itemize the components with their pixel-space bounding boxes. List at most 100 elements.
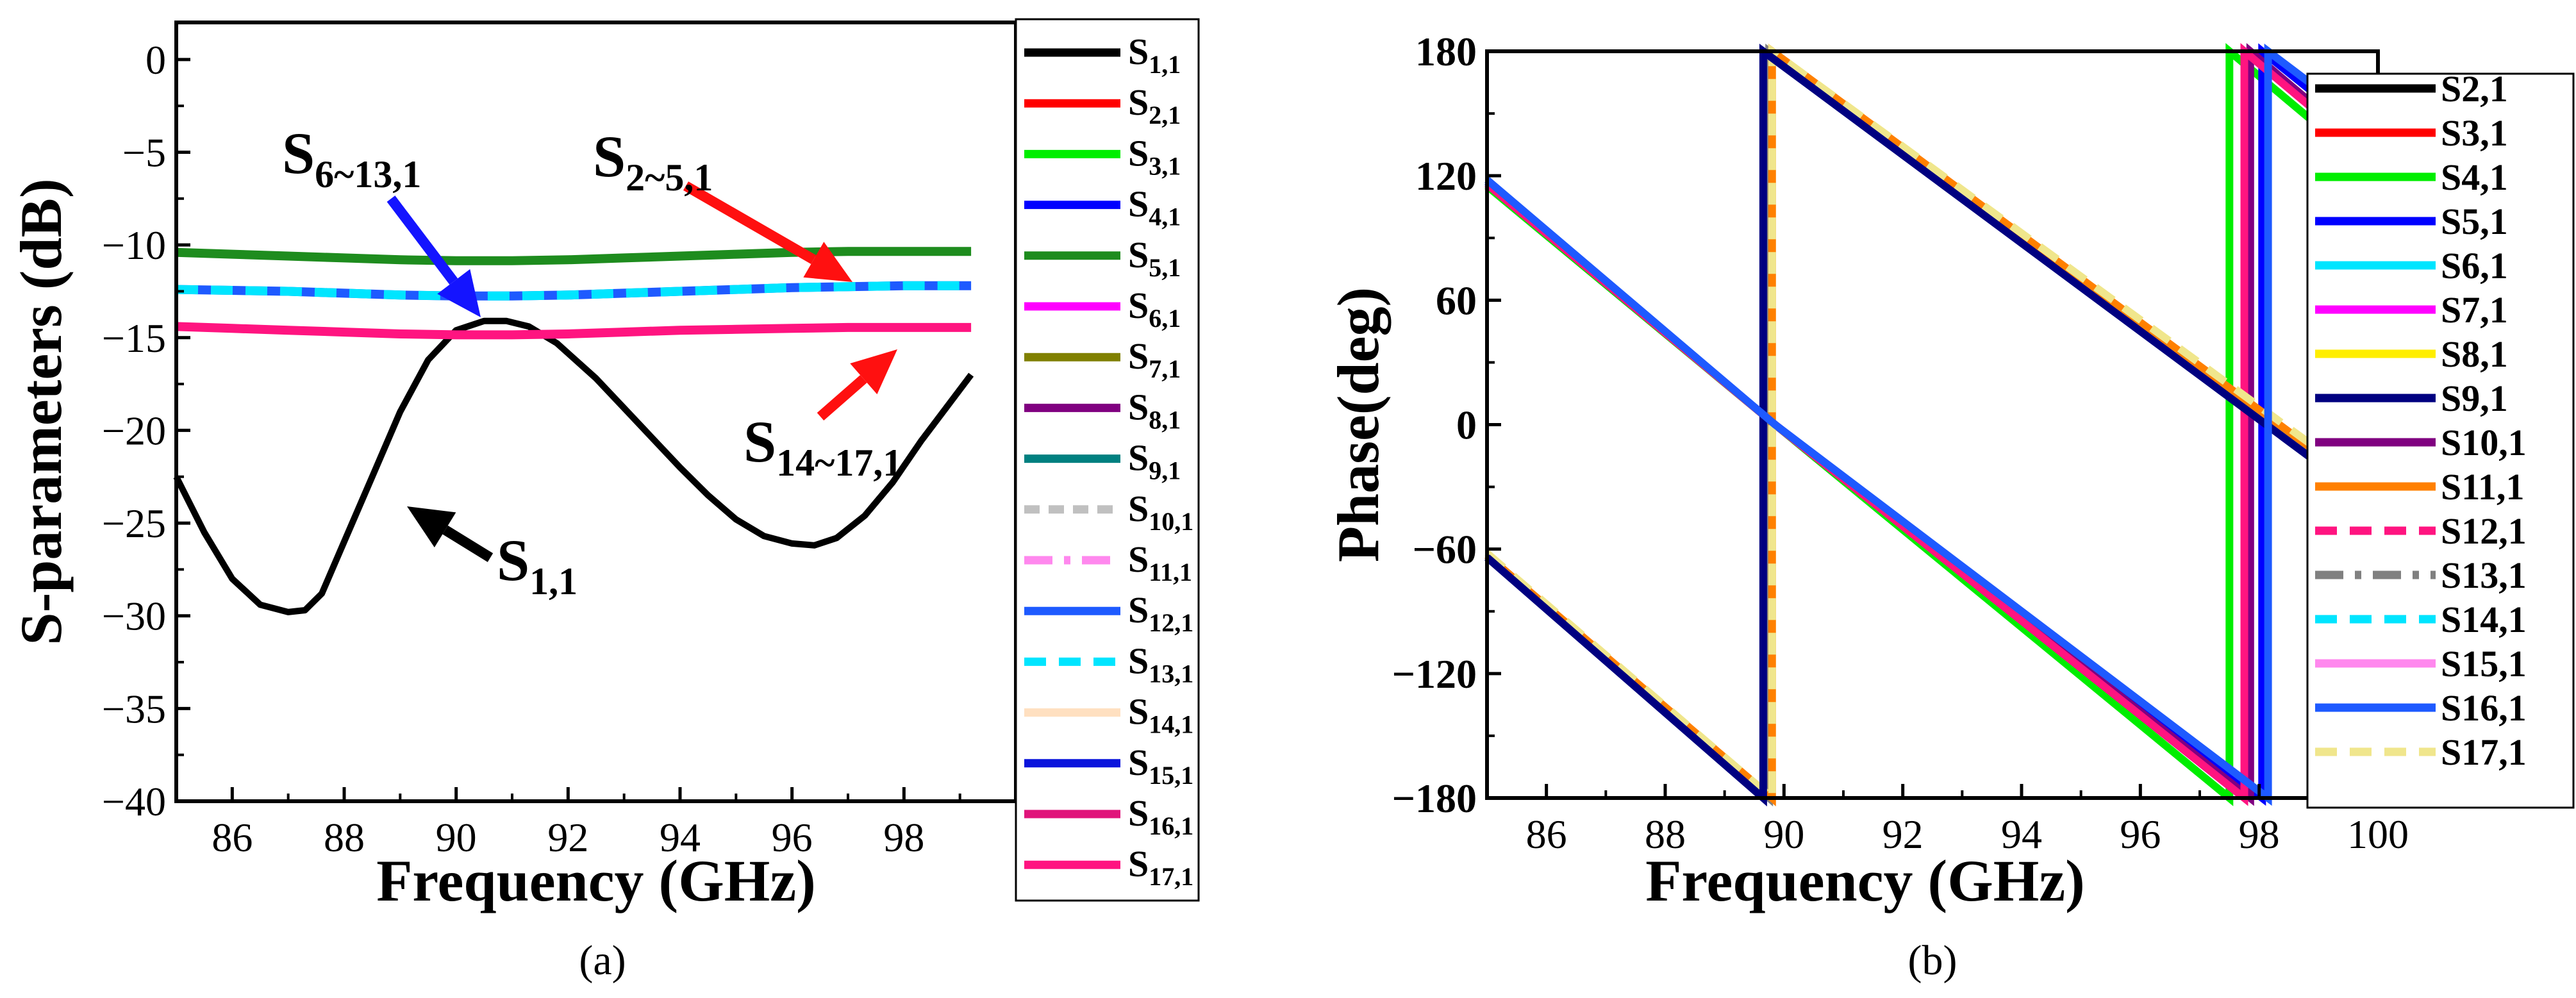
panel-a-legend-label-12: S13,1 [1128,640,1193,688]
panel-b-legend-label-12: S14,1 [2441,599,2527,640]
panel-b-axes: 86 88 90 92 94 96 98 100 180 120 60 0 −60 −120 −180 [1392,29,2409,857]
panel-a-legend-label-12-base: S [1128,640,1149,681]
panel-b-series [1484,43,2381,807]
panel-a-legend-label-6-base: S [1128,335,1149,377]
panel-a-legend-label-6: S7,1 [1128,335,1181,383]
panel-a-legend-label-3: S4,1 [1128,183,1181,231]
annotation-s2-5-label: S2~5,1 [593,124,713,199]
panel-a-legend-label-8: S9,1 [1128,437,1181,485]
panel-b-legend-label-10: S12,1 [2441,510,2527,552]
annotation-s14-17-label-base: S [744,409,776,474]
panel-b-x-tick-label-0: 86 [1526,811,1567,857]
panel-a-series-line-4 [176,322,972,340]
panel-a-legend-label-16-subscript: 17,1 [1149,862,1193,891]
panel-b-legend-label-15: S17,1 [2441,731,2527,773]
panel-a-legend-label-6-subscript: 7,1 [1149,354,1181,383]
panel-b-caption: (b) [1908,937,1957,984]
panel-a-legend-label-4: S5,1 [1128,234,1181,282]
panel-b-legend-label-8: S10,1 [2441,422,2527,463]
panel-a-series [173,247,974,615]
panel-a-legend-label-0-subscript: 1,1 [1149,50,1181,79]
panel-a-legend-label-0-base: S [1128,31,1149,72]
panel-a-series-line-1 [176,247,972,265]
annotation-arrow-s2-5-shaft [683,181,817,264]
panel-a-y-tick-label-7: −35 [102,686,166,731]
panel-a-legend-label-0: S1,1 [1128,31,1181,79]
panel-b-series-line-3 [1484,43,2381,806]
panel-a-series-line-3 [176,281,972,301]
annotation-arrow-s14-17-head [850,349,897,395]
panel-b-legend-label-6: S8,1 [2441,333,2508,375]
panel-a-legend: S1,1S2,1S3,1S4,1S5,1S6,1S7,1S8,1S9,1S10,… [1015,18,1200,902]
panel-b-legend-label-1: S3,1 [2441,112,2508,154]
panel-b-y-tick-label-4: −60 [1413,527,1477,572]
panel-a-legend-label-1: S2,1 [1128,81,1181,129]
panel-a-legend-label-15-base: S [1128,792,1149,834]
panel-a-legend-label-2: S3,1 [1128,132,1181,180]
panel-a-legend-label-9-subscript: 10,1 [1149,507,1193,536]
panel-b-legend-label-11: S13,1 [2441,554,2527,596]
panel-a-x-tick-label-3: 92 [547,815,588,860]
panel-a-x-axis-title: Frequency (GHz) [376,848,816,913]
panel-b-legend-label-2: S4,1 [2441,156,2508,198]
panel-a-legend-label-10: S11,1 [1128,538,1192,586]
panel-b-x-tick-label-2: 90 [1763,811,1804,857]
panel-a-legend-label-10-base: S [1128,538,1149,580]
panel-a-x-tick-label-0: 86 [212,815,253,860]
panel-b-y-tick-label-6: −180 [1392,776,1477,821]
annotation-arrow-s11-head [407,506,456,547]
panel-a-axes: 86 88 90 92 94 96 98 0 −5 −10 −15 −20 −25 −30 −35 −40 [102,37,961,860]
panel-a-y-tick-label-5: −25 [102,501,166,546]
annotation-arrow-s2-5-head [803,242,852,282]
panel-a-legend-label-8-base: S [1128,437,1149,479]
panel-a-legend-label-2-subscript: 3,1 [1149,151,1181,180]
panel-a-x-tick-label-5: 96 [772,815,813,860]
annotation-s6-13-label-subscript: 6~13,1 [315,153,421,195]
panel-a-legend-label-16-base: S [1128,843,1149,885]
panel-a-legend-label-9: S10,1 [1128,488,1193,536]
panel-a-legend-label-13: S14,1 [1128,691,1193,739]
panel-a-y-tick-label-0: 0 [145,37,166,83]
annotation-s11-label-base: S [497,528,529,593]
panel-b-x-tick-label-5: 96 [2120,811,2161,857]
panel-a-legend-label-14: S15,1 [1128,742,1193,790]
annotation-arrow-s6-13-shaft [386,195,458,285]
panel-a-x-tick-label-4: 94 [660,815,701,860]
panel-b-y-axis-title: Phase(deg) [1325,287,1391,562]
panel-a-legend-label-4-base: S [1128,234,1149,276]
panel-a-legend-label-13-subscript: 14,1 [1149,710,1193,739]
panel-a-y-tick-label-2: −10 [102,222,166,268]
panel-a-y-tick-label-6: −30 [102,594,166,639]
panel-a-x-tick-label-2: 90 [436,815,477,860]
panel-a-y-tick-label-8: −40 [102,779,166,824]
panel-b-series-line-7 [1484,44,2381,807]
panel-a-x-tick-label-1: 88 [324,815,365,860]
panel-a-legend-label-15-subscript: 16,1 [1149,811,1193,840]
panel-a-legend-label-2-base: S [1128,132,1149,174]
annotation-s11-label-subscript: 1,1 [529,560,578,603]
panel-b-legend-label-9: S11,1 [2441,466,2525,508]
panel-b-legend-label-14: S16,1 [2441,687,2527,729]
annotation-s6-13-label: S6~13,1 [282,121,421,195]
panel-a-legend-label-5-subscript: 6,1 [1149,304,1181,333]
panel-a-legend-label-7-subscript: 8,1 [1149,405,1181,434]
panel-b-x-axis-title: Frequency (GHz) [1645,848,2085,913]
panel-a-legend-label-10-subscript: 11,1 [1149,558,1192,586]
annotation-s11-label: S1,1 [497,528,578,603]
panel-b-legend-label-4: S6,1 [2441,245,2508,287]
panel-a-legend-label-3-base: S [1128,183,1149,225]
panel-a-legend-label-8-subscript: 9,1 [1149,456,1181,485]
panel-b-x-tick-label-7: 100 [2347,811,2409,857]
panel-a-legend-label-5-base: S [1128,285,1149,326]
panel-a-legend-label-9-base: S [1128,488,1149,529]
panel-a-legend-label-4-subscript: 5,1 [1149,253,1181,282]
panel-a-caption: (a) [579,937,626,984]
panel-a-legend-label-7-base: S [1128,386,1149,428]
annotation-s14-17-label-subscript: 14~17,1 [776,442,902,484]
panel-a-legend-label-1-subscript: 2,1 [1149,101,1181,129]
panel-b-x-tick-label-1: 88 [1645,811,1686,857]
panel-a-legend-label-12-subscript: 13,1 [1149,659,1193,688]
panel-b-x-tick-label-3: 92 [1882,811,1924,857]
